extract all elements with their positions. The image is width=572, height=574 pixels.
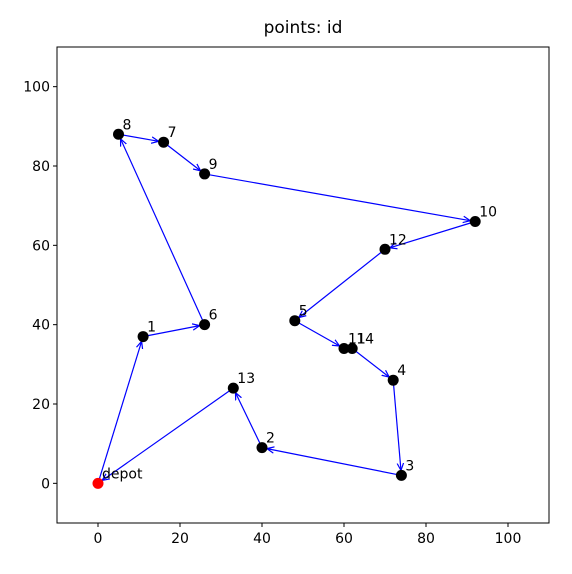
point <box>256 442 268 454</box>
y-tick-label: 20 <box>32 397 50 413</box>
point <box>113 128 124 140</box>
point <box>227 382 239 394</box>
route-arrow <box>209 174 471 221</box>
route-arrow <box>102 390 230 480</box>
y-tick-label: 0 <box>41 476 50 492</box>
route-arrow <box>147 326 200 337</box>
point <box>199 319 211 331</box>
point-label: 9 <box>209 157 218 173</box>
point-label: 3 <box>405 458 414 474</box>
point-label: 5 <box>299 304 308 320</box>
point <box>158 136 170 148</box>
point-label: 13 <box>237 371 255 387</box>
point-label: 12 <box>389 232 407 248</box>
point-label: 1 <box>147 320 156 336</box>
y-tick-label: 60 <box>32 238 50 254</box>
x-tick-label: 100 <box>495 531 522 547</box>
route-arrow <box>393 385 401 470</box>
point-label: 6 <box>209 308 218 324</box>
x-tick-label: 40 <box>253 531 271 547</box>
point-label: 4 <box>397 363 406 379</box>
point-label: 8 <box>123 117 132 133</box>
route-arrow <box>235 393 261 444</box>
route-arrow <box>167 144 201 171</box>
axes-frame <box>56 46 550 524</box>
point-label: 7 <box>168 125 177 141</box>
route-arrow <box>299 251 382 317</box>
x-tick-label: 80 <box>417 531 435 547</box>
point <box>395 469 407 481</box>
point <box>346 342 358 354</box>
point <box>199 168 211 180</box>
route-arrow <box>121 139 204 321</box>
route-arrow <box>123 134 158 141</box>
point-label: depot <box>102 466 143 482</box>
route-arrow <box>298 322 339 346</box>
x-tick-label: 60 <box>335 531 353 547</box>
point-label: 14 <box>356 331 374 347</box>
point-label: 2 <box>266 431 275 447</box>
point <box>137 331 149 343</box>
chart-title: points: id <box>264 18 343 38</box>
x-tick-label: 0 <box>94 531 103 547</box>
route-arrow <box>98 341 141 479</box>
route-arrow <box>267 449 397 476</box>
point <box>289 315 301 327</box>
point <box>469 216 481 228</box>
point <box>92 477 104 489</box>
point-label: 10 <box>479 205 497 221</box>
point <box>379 243 391 255</box>
route-arrow <box>355 351 389 378</box>
x-tick-label: 20 <box>171 531 189 547</box>
y-tick-label: 100 <box>23 80 50 96</box>
y-tick-label: 40 <box>32 318 50 334</box>
route-arrow <box>390 222 471 248</box>
y-tick-label: 80 <box>32 159 50 175</box>
point <box>387 374 399 386</box>
point <box>338 342 350 354</box>
